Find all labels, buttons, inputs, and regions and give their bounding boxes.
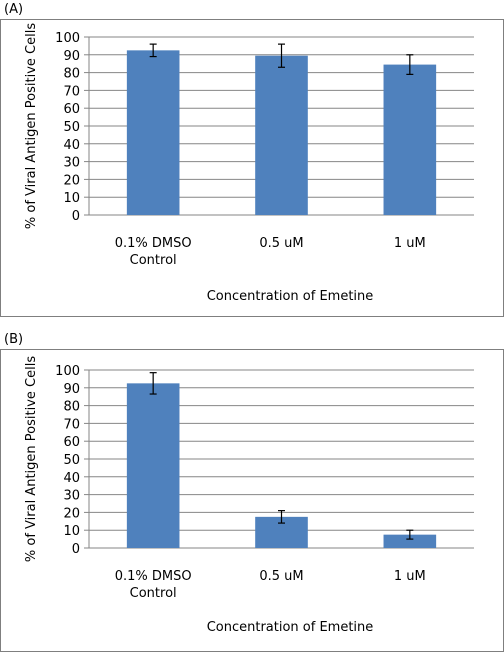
x-tick-label: Control xyxy=(130,253,177,268)
panel-label-b: (B) xyxy=(4,332,24,347)
y-tick-label: 70 xyxy=(63,417,80,432)
x-axis-title: Concentration of Emetine xyxy=(207,620,374,635)
chart-b-frame xyxy=(0,349,504,652)
y-tick-label: 50 xyxy=(63,120,80,135)
y-tick-label: 0 xyxy=(72,209,80,224)
y-tick-label: 90 xyxy=(63,49,80,64)
y-tick-label: 20 xyxy=(63,173,80,188)
x-tick-label: 0.1% DMSO xyxy=(115,569,192,584)
x-tick-label: 0.1% DMSO xyxy=(115,236,192,251)
x-tick-label: 0.5 uM xyxy=(259,569,303,584)
y-tick-label: 60 xyxy=(63,102,80,117)
y-tick-label: 0 xyxy=(72,542,80,557)
y-tick-label: 90 xyxy=(63,382,80,397)
bar xyxy=(383,64,437,215)
x-tick-label: 0.5 uM xyxy=(259,236,303,251)
y-axis-title: % of Viral Antigen Positive Cells xyxy=(24,356,39,562)
y-tick-label: 100 xyxy=(55,31,80,46)
bar xyxy=(255,55,308,215)
bar xyxy=(126,383,180,548)
y-tick-label: 40 xyxy=(63,471,80,486)
y-tick-label: 100 xyxy=(55,364,80,379)
x-tick-label: 1 uM xyxy=(394,236,426,251)
y-tick-label: 80 xyxy=(63,400,80,415)
y-tick-label: 10 xyxy=(63,524,80,539)
panel-label-a: (A) xyxy=(4,2,24,17)
y-tick-label: 30 xyxy=(63,156,80,171)
x-axis-title: Concentration of Emetine xyxy=(207,289,374,304)
y-tick-label: 20 xyxy=(63,506,80,521)
y-tick-label: 50 xyxy=(63,453,80,468)
y-tick-label: 60 xyxy=(63,435,80,450)
bar xyxy=(126,50,180,215)
x-tick-label: Control xyxy=(130,586,177,601)
y-tick-label: 70 xyxy=(63,84,80,99)
y-tick-label: 30 xyxy=(63,489,80,504)
bar xyxy=(383,534,437,548)
y-tick-label: 80 xyxy=(63,67,80,82)
y-tick-label: 40 xyxy=(63,138,80,153)
y-tick-label: 10 xyxy=(63,191,80,206)
x-tick-label: 1 uM xyxy=(394,569,426,584)
y-axis-title: % of Viral Antigen Positive Cells xyxy=(24,23,39,229)
